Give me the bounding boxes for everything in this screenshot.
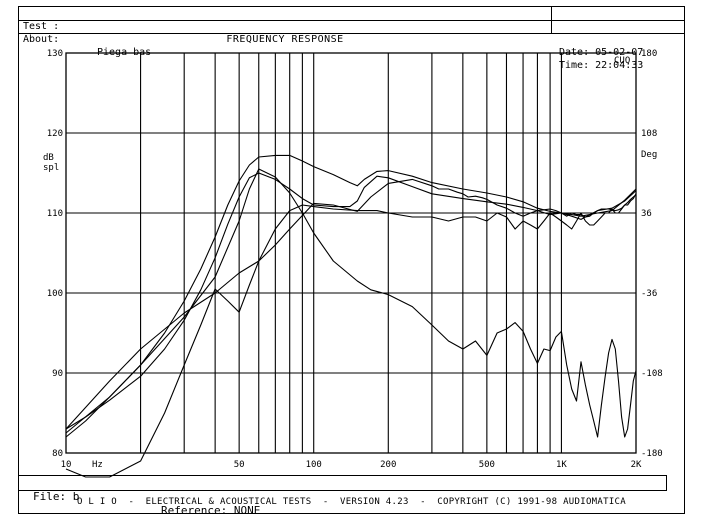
reference-text: Reference: NONE — [161, 504, 261, 517]
y-tick-label: 110 — [47, 209, 63, 219]
y-axis-label-spl: spl — [43, 163, 59, 173]
corner-label: CUO — [614, 56, 630, 66]
chart-grid — [65, 52, 637, 454]
x-tick-label: 50 — [234, 460, 245, 470]
series-line-5 — [65, 168, 637, 438]
y2-tick-label: 36 — [641, 209, 652, 219]
test-label: Test : — [23, 21, 60, 32]
x-tick-label: 1K — [556, 460, 567, 470]
y-tick-label: 80 — [52, 449, 63, 459]
y2-tick-label: -180 — [641, 449, 663, 459]
x-tick-label: 2K — [631, 460, 642, 470]
y2-tick-label: -108 — [641, 369, 663, 379]
y-tick-label: 120 — [47, 129, 63, 139]
y2-tick-label: 180 — [641, 49, 657, 59]
y2-tick-label: 108 — [641, 129, 657, 139]
x-tick-label: 200 — [380, 460, 396, 470]
series-line-4 — [65, 178, 637, 430]
x-tick-label: 500 — [479, 460, 495, 470]
y2-tick-label: -36 — [641, 289, 657, 299]
about-label: About: — [23, 34, 60, 45]
x-tick-label: 100 — [306, 460, 322, 470]
file-name: File: b — [33, 490, 80, 503]
plot-border — [65, 52, 637, 454]
file-bar: File: b Reference: NONE — [18, 475, 667, 517]
chart-title: FREQUENCY RESPONSE — [226, 34, 344, 45]
header-divider — [551, 7, 552, 33]
x-axis-unit: Hz — [92, 460, 103, 470]
y2-axis-label: Deg — [641, 150, 657, 160]
credits-line: O L I O - ELECTRICAL & ACOUSTICAL TESTS … — [77, 497, 626, 507]
chart-ticks: 80 90 100 110 120 130 -180 -108 -36 36 108 180 10 50 1… — [47, 49, 663, 470]
y-tick-label: 100 — [47, 289, 63, 299]
x-tick-label: 10 — [61, 460, 72, 470]
y-tick-label: 130 — [47, 49, 63, 59]
y-axis-label-db: dB — [43, 153, 54, 163]
series-line-3 — [65, 193, 637, 478]
y-tick-label: 90 — [52, 369, 63, 379]
chart-curves — [65, 154, 637, 478]
time-text: Time: 22:04:33 — [559, 60, 644, 71]
